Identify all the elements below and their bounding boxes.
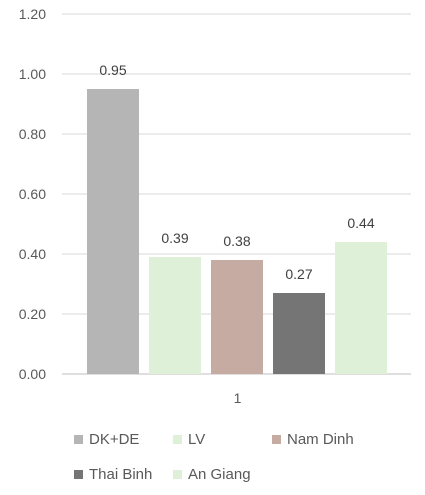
data-label: 0.27 (285, 266, 312, 282)
x-category-label: 1 (234, 390, 242, 406)
y-tick-label: 0.80 (19, 126, 46, 142)
y-tick-label: 0.60 (19, 186, 46, 202)
y-tick-label: 1.20 (19, 6, 46, 22)
data-label: 0.39 (161, 230, 188, 246)
data-label: 0.95 (99, 62, 126, 78)
data-label: 0.44 (347, 215, 374, 231)
data-label: 0.38 (223, 233, 250, 249)
y-tick-label: 0.20 (19, 306, 46, 322)
bars (87, 89, 387, 374)
bar-lv (149, 257, 201, 374)
data-labels: 0.95 0.39 0.38 0.27 0.44 (99, 62, 374, 282)
y-tick-label: 0.00 (19, 366, 46, 382)
y-axis-ticks: 0.00 0.20 0.40 0.60 0.80 1.00 1.20 (19, 6, 46, 382)
bar-an-giang (335, 242, 387, 374)
y-tick-label: 1.00 (19, 66, 46, 82)
y-tick-label: 0.40 (19, 246, 46, 262)
bar-dk-de (87, 89, 139, 374)
bar-thai-binh (273, 293, 325, 374)
bar-nam-dinh (211, 260, 263, 374)
